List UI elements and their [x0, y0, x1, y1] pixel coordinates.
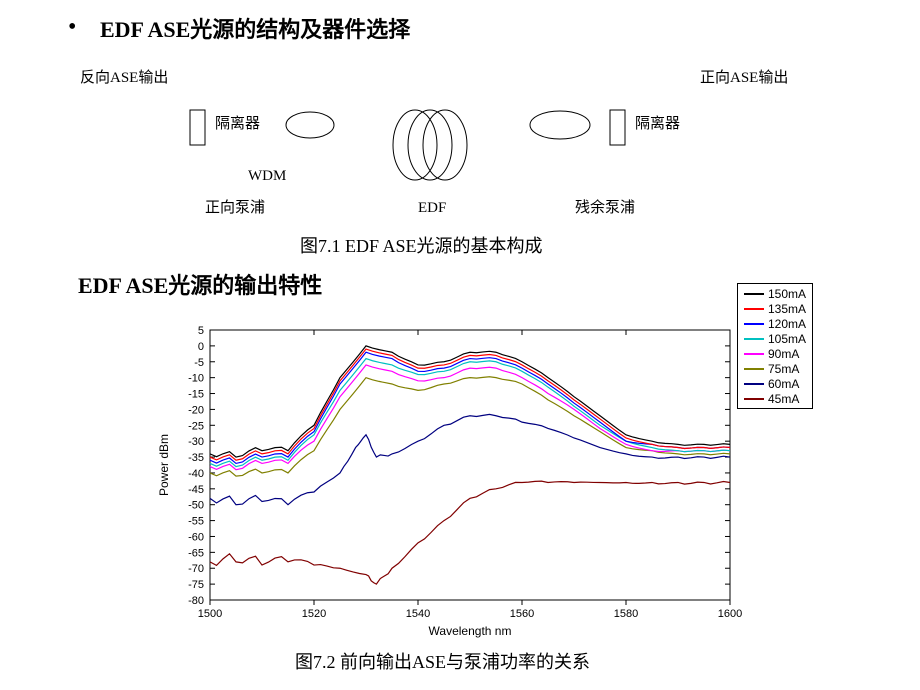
legend-label: 90mA	[768, 347, 799, 361]
svg-text:-45: -45	[188, 484, 204, 496]
svg-text:-30: -30	[188, 436, 204, 448]
svg-text:-35: -35	[188, 452, 204, 464]
svg-text:-55: -55	[188, 516, 204, 528]
legend-item: 150mA	[744, 286, 806, 301]
legend-swatch	[744, 308, 764, 310]
legend-label: 120mA	[768, 317, 806, 331]
legend-item: 75mA	[744, 361, 806, 376]
legend-label: 45mA	[768, 392, 799, 406]
legend-swatch	[744, 368, 764, 370]
legend-item: 135mA	[744, 301, 806, 316]
chart-legend: 150mA135mA120mA105mA90mA75mA60mA45mA	[737, 283, 813, 409]
legend-item: 90mA	[744, 346, 806, 361]
svg-text:-5: -5	[194, 357, 204, 369]
svg-text:-20: -20	[188, 404, 204, 416]
legend-label: 75mA	[768, 362, 799, 376]
legend-swatch	[744, 293, 764, 295]
svg-text:Wavelength nm: Wavelength nm	[429, 624, 512, 638]
svg-text:5: 5	[198, 325, 204, 337]
legend-item: 45mA	[744, 391, 806, 406]
svg-text:-10: -10	[188, 373, 204, 385]
legend-item: 60mA	[744, 376, 806, 391]
caption-fig72: 图7.2 前向输出ASE与泵浦功率的关系	[295, 648, 590, 674]
legend-swatch	[744, 353, 764, 355]
legend-swatch	[744, 338, 764, 340]
svg-text:1540: 1540	[406, 608, 430, 620]
svg-text:-40: -40	[188, 468, 204, 480]
legend-label: 60mA	[768, 377, 799, 391]
svg-text:1580: 1580	[614, 608, 638, 620]
svg-text:1560: 1560	[510, 608, 534, 620]
svg-text:-50: -50	[188, 500, 204, 512]
legend-swatch	[744, 383, 764, 385]
legend-label: 150mA	[768, 287, 806, 301]
legend-label: 105mA	[768, 332, 806, 346]
svg-text:-15: -15	[188, 389, 204, 401]
svg-text:-25: -25	[188, 420, 204, 432]
legend-item: 120mA	[744, 316, 806, 331]
svg-text:-65: -65	[188, 547, 204, 559]
legend-item: 105mA	[744, 331, 806, 346]
svg-text:1600: 1600	[718, 608, 742, 620]
legend-label: 135mA	[768, 302, 806, 316]
svg-text:-75: -75	[188, 579, 204, 591]
svg-text:1520: 1520	[302, 608, 326, 620]
svg-text:-60: -60	[188, 531, 204, 543]
legend-swatch	[744, 323, 764, 325]
svg-text:1500: 1500	[198, 608, 222, 620]
svg-text:Power dBm: Power dBm	[157, 434, 171, 496]
legend-swatch	[744, 398, 764, 400]
svg-text:-70: -70	[188, 563, 204, 575]
svg-text:-80: -80	[188, 595, 204, 607]
svg-text:0: 0	[198, 341, 204, 353]
